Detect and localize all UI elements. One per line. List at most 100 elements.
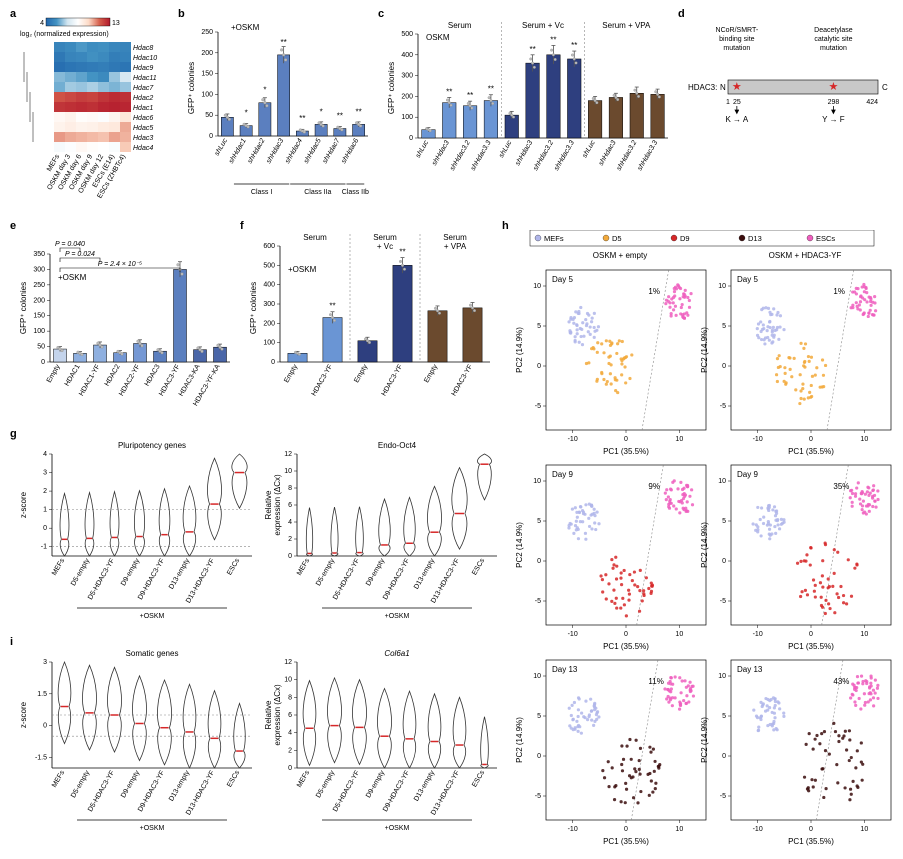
svg-text:**: ** <box>329 302 335 311</box>
svg-text:Hdac2: Hdac2 <box>133 95 153 102</box>
svg-text:D5-empty: D5-empty <box>315 769 336 799</box>
svg-text:HDAC3-YF: HDAC3-YF <box>311 364 335 398</box>
svg-text:Hdac4: Hdac4 <box>133 145 153 152</box>
svg-text:**: ** <box>356 107 362 116</box>
svg-text:-5: -5 <box>535 793 541 800</box>
svg-text:NCoR/SMRT-: NCoR/SMRT- <box>716 27 759 34</box>
svg-text:**: ** <box>529 45 535 54</box>
svg-text:+OSKM: +OSKM <box>140 825 165 832</box>
svg-text:HDAC1-YF: HDAC1-YF <box>78 364 102 398</box>
svg-text:D5-empty: D5-empty <box>70 557 91 587</box>
svg-text:shHdac3.3: shHdac3.3 <box>470 139 493 172</box>
svg-text:100: 100 <box>263 340 275 347</box>
svg-text:1%: 1% <box>833 287 845 296</box>
svg-text:binding site: binding site <box>719 36 755 43</box>
svg-text:**: ** <box>446 87 452 96</box>
svg-text:200: 200 <box>201 50 213 57</box>
svg-text:0: 0 <box>271 359 275 366</box>
svg-text:P = 0.040: P = 0.040 <box>55 241 85 248</box>
panel-h-scatter-grid: MEFsD5D9D13ESCsOSKM + emptyOSKM + HDAC3-… <box>510 230 894 846</box>
svg-text:Hdac11: Hdac11 <box>133 75 157 82</box>
svg-text:GFP⁺ colonies: GFP⁺ colonies <box>249 282 258 334</box>
svg-text:0: 0 <box>624 631 628 638</box>
svg-text:PC1 (35.5%): PC1 (35.5%) <box>788 642 834 651</box>
svg-text:PC2 (14.9%): PC2 (14.9%) <box>700 327 709 373</box>
svg-text:P = 0.024: P = 0.024 <box>65 251 95 258</box>
svg-text:mutation: mutation <box>820 45 847 52</box>
svg-text:25: 25 <box>733 99 741 106</box>
svg-text:12: 12 <box>284 659 292 666</box>
svg-text:HDAC2-YF: HDAC2-YF <box>118 364 142 398</box>
svg-text:N: N <box>720 83 726 92</box>
svg-text:PC1 (35.5%): PC1 (35.5%) <box>788 447 834 456</box>
svg-text:0: 0 <box>288 765 292 772</box>
svg-text:10: 10 <box>860 436 868 443</box>
svg-text:50: 50 <box>37 344 45 351</box>
svg-text:shHdac3.3: shHdac3.3 <box>553 139 576 172</box>
svg-text:-10: -10 <box>568 826 578 833</box>
svg-text:11%: 11% <box>648 677 663 686</box>
svg-text:Hdac10: Hdac10 <box>133 55 157 62</box>
svg-text:-5: -5 <box>720 598 726 605</box>
svg-text:GFP⁺ colonies: GFP⁺ colonies <box>19 282 28 334</box>
svg-text:13: 13 <box>112 20 120 27</box>
svg-text:HDAC2: HDAC2 <box>104 363 122 387</box>
svg-text:shHdac4: shHdac4 <box>284 137 304 165</box>
svg-text:D9-empty: D9-empty <box>120 769 141 799</box>
svg-text:150: 150 <box>201 71 213 78</box>
svg-text:Day 5: Day 5 <box>552 275 573 284</box>
svg-text:350: 350 <box>33 251 45 258</box>
svg-text:Hdac9: Hdac9 <box>133 65 153 72</box>
svg-text:2: 2 <box>43 488 47 495</box>
svg-text:Relative: Relative <box>264 700 273 729</box>
svg-text:★: ★ <box>828 81 838 93</box>
svg-text:500: 500 <box>401 31 413 38</box>
svg-text:mutation: mutation <box>723 45 750 52</box>
svg-text:1: 1 <box>726 99 730 106</box>
svg-text:Empty: Empty <box>353 363 369 384</box>
svg-text:Serum: Serum <box>448 21 472 30</box>
svg-text:100: 100 <box>33 328 45 335</box>
svg-text:-5: -5 <box>535 403 541 410</box>
svg-text:0: 0 <box>722 558 726 565</box>
svg-text:shHdac3: shHdac3 <box>431 139 451 167</box>
svg-text:D13-empty: D13-empty <box>413 557 436 591</box>
svg-text:shHdac5: shHdac5 <box>303 137 323 165</box>
svg-text:D9-empty: D9-empty <box>365 557 386 587</box>
svg-text:PC2 (14.9%): PC2 (14.9%) <box>515 327 524 373</box>
svg-text:D5-HDAC3-YF: D5-HDAC3-YF <box>87 558 116 602</box>
svg-text:expression (ΔCx): expression (ΔCx) <box>273 684 282 746</box>
svg-text:Serum: Serum <box>373 233 397 242</box>
svg-text:Empty: Empty <box>46 363 62 384</box>
svg-text:250: 250 <box>201 29 213 36</box>
svg-text:Class I: Class I <box>251 189 272 196</box>
svg-text:-5: -5 <box>720 793 726 800</box>
svg-text:200: 200 <box>33 297 45 304</box>
svg-text:35%: 35% <box>833 482 849 491</box>
svg-text:GFP⁺ colonies: GFP⁺ colonies <box>387 62 396 114</box>
svg-text:Hdac3: Hdac3 <box>133 135 153 142</box>
svg-text:P = 2.4 × 10⁻⁵: P = 2.4 × 10⁻⁵ <box>98 261 143 268</box>
svg-text:D5-HDAC3-YF: D5-HDAC3-YF <box>87 770 116 814</box>
svg-text:Empty: Empty <box>423 363 439 384</box>
svg-text:1.5: 1.5 <box>37 691 47 698</box>
svg-text:0: 0 <box>537 363 541 370</box>
svg-text:D13-empty: D13-empty <box>413 769 436 803</box>
figure: a b c d e f g h i 413log₂ (normalized ex… <box>8 8 895 851</box>
svg-text:Serum + VPA: Serum + VPA <box>602 21 651 30</box>
svg-text:10: 10 <box>860 631 868 638</box>
svg-text:-10: -10 <box>753 826 763 833</box>
svg-text:300: 300 <box>33 266 45 273</box>
svg-text:10: 10 <box>284 468 292 475</box>
svg-text:D9-HDAC3-YF: D9-HDAC3-YF <box>137 558 166 602</box>
svg-text:0: 0 <box>209 133 213 140</box>
panel-e-barchart: GFP⁺ colonies+OSKM050100150200250300350E… <box>18 230 238 425</box>
panel-c-label: c <box>378 8 384 20</box>
svg-text:D9-empty: D9-empty <box>365 769 386 799</box>
svg-text:shHdac3: shHdac3 <box>514 139 534 167</box>
svg-text:Deacetylase: Deacetylase <box>814 27 853 34</box>
svg-text:PC2 (14.9%): PC2 (14.9%) <box>515 717 524 763</box>
svg-text:10: 10 <box>718 283 726 290</box>
svg-text:C: C <box>882 83 888 92</box>
svg-text:D9-HDAC3-YF: D9-HDAC3-YF <box>382 558 411 602</box>
